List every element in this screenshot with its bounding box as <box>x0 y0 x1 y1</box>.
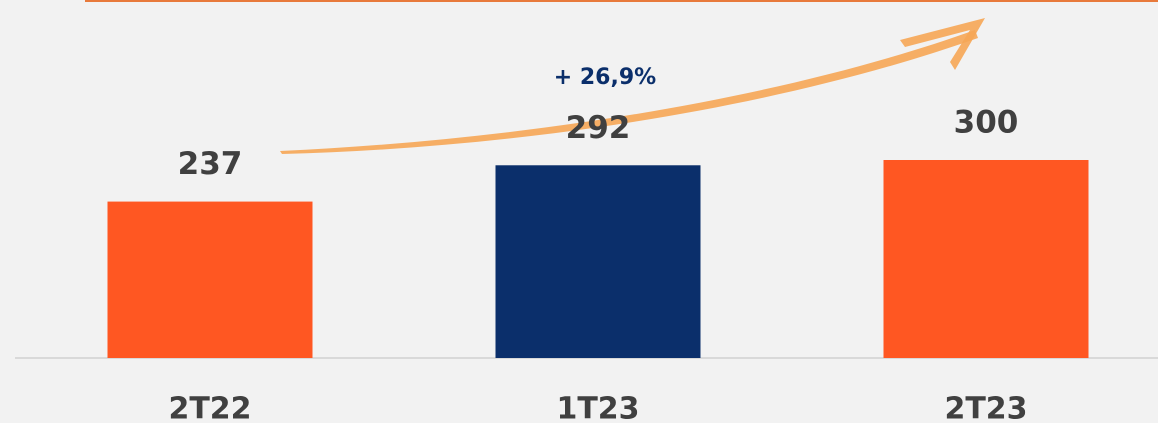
bar <box>883 160 1089 358</box>
value-label: 300 <box>954 105 1019 141</box>
bar <box>107 201 313 358</box>
value-label: 237 <box>178 146 243 182</box>
x-tick-label: 2T23 <box>944 392 1027 423</box>
x-tick-label: 1T23 <box>556 392 639 423</box>
growth-arrow <box>280 18 985 154</box>
bar <box>495 165 701 358</box>
value-label: 292 <box>566 110 631 146</box>
arrow-head <box>900 18 985 70</box>
x-tick-label: 2T22 <box>168 392 251 423</box>
annotation: + 26,9% <box>554 65 656 90</box>
